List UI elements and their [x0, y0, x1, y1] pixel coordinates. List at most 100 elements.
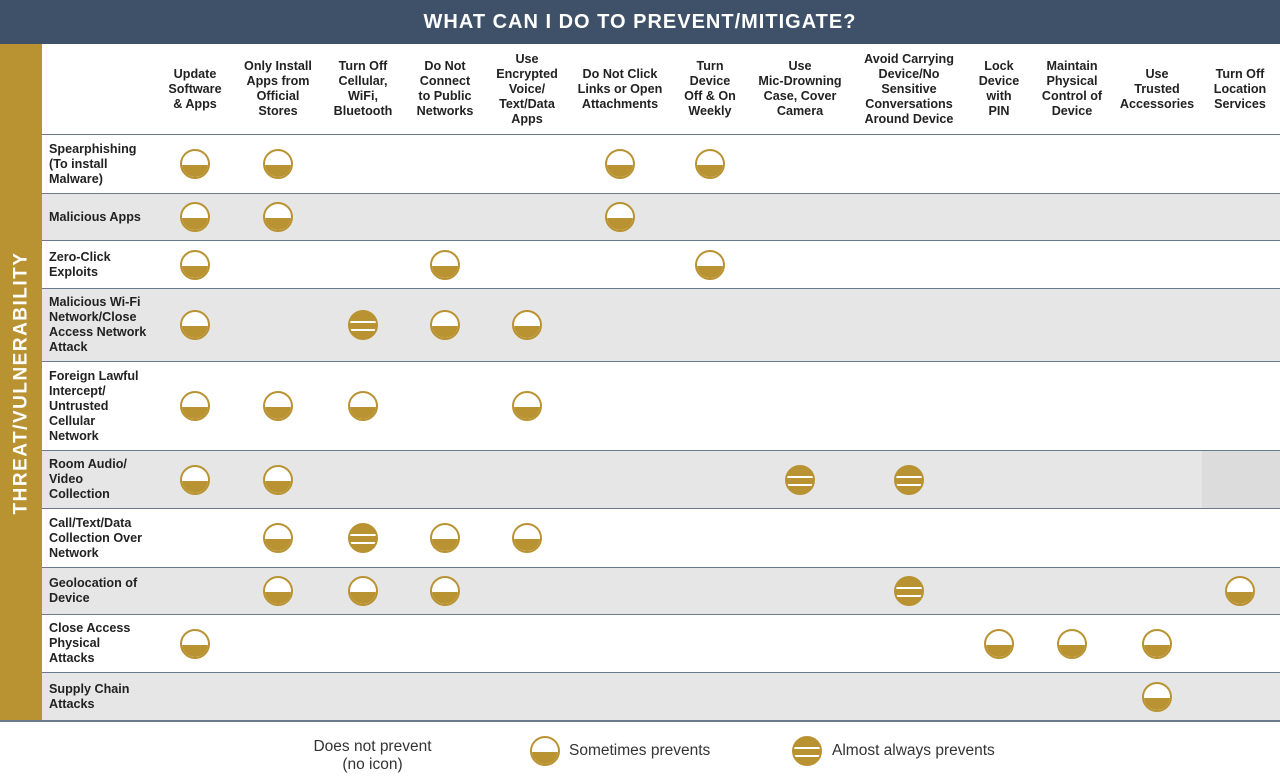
page-title: WHAT CAN I DO TO PREVENT/MITIGATE? [423, 10, 857, 33]
half-circle-icon [512, 391, 542, 421]
half-circle-icon [430, 310, 460, 340]
matrix-cell [258, 509, 298, 567]
column-header: Use Trusted Accessories [1119, 66, 1195, 111]
column-header: Maintain Physical Control of Device [1041, 59, 1103, 118]
column-header: Turn Off Location Services [1213, 66, 1267, 111]
table-row: Close Access Physical Attacks [42, 614, 1280, 672]
row-label: Call/Text/Data Collection Over Network [49, 515, 143, 560]
column-header: Turn Off Cellular, WiFi, Bluetooth [333, 59, 393, 118]
matrix-cell [175, 289, 215, 361]
matrix-cell [175, 194, 215, 240]
matrix-cell [780, 451, 820, 508]
half-circle-icon [180, 202, 210, 232]
row-label: Spearphishing (To install Malware) [49, 141, 137, 186]
table-row: Spearphishing (To install Malware) [42, 134, 1280, 193]
column-header: Avoid Carrying Device/No Sensitive Conve… [864, 51, 954, 126]
shaded-corner [1202, 451, 1280, 508]
matrix-cell [175, 451, 215, 508]
row-label: Malicious Apps [49, 209, 141, 224]
half-circle-icon [1057, 628, 1087, 659]
matrix-cell [1137, 673, 1177, 720]
matrix-cell [690, 135, 730, 193]
matrix-cell [343, 509, 383, 567]
half-circle-icon [263, 576, 293, 606]
half-circle-icon [984, 628, 1014, 659]
table-row: Foreign Lawful Intercept/ Untrusted Cell… [42, 361, 1280, 450]
striped-circle-icon [785, 464, 815, 495]
row-label: Malicious Wi-Fi Network/Close Access Net… [49, 295, 147, 354]
table-row: Room Audio/ Video Collection [42, 450, 1280, 508]
matrix-cell [175, 362, 215, 450]
matrix-cell [889, 451, 929, 508]
half-circle-icon [695, 249, 725, 280]
half-circle-icon [430, 249, 460, 280]
table-row: Malicious Wi-Fi Network/Close Access Net… [42, 288, 1280, 361]
table-row: Geolocation of Device [42, 567, 1280, 614]
column-header: Use Mic-Drowning Case, Cover Camera [758, 59, 842, 118]
side-label-bar: THREAT/VULNERABILITY [0, 44, 42, 721]
half-circle-icon [180, 310, 210, 340]
column-header: Use Encrypted Voice/ Text/Data Apps [496, 51, 558, 126]
half-circle-icon [263, 202, 293, 232]
matrix-cell [175, 135, 215, 193]
matrix-cell [343, 289, 383, 361]
chart-title-bar: WHAT CAN I DO TO PREVENT/MITIGATE? [0, 0, 1280, 44]
matrix-cell [425, 568, 465, 614]
matrix-cell [425, 509, 465, 567]
matrix-cell [258, 135, 298, 193]
half-circle-icon [605, 149, 635, 179]
matrix-cell [175, 615, 215, 672]
half-circle-icon [180, 628, 210, 659]
table-row: Supply Chain Attacks [42, 672, 1280, 720]
column-header: Do Not Click Links or Open Attachments [577, 66, 663, 111]
row-label: Room Audio/ Video Collection [49, 457, 127, 501]
half-circle-icon [263, 523, 293, 553]
half-circle-icon [695, 149, 725, 179]
half-circle-icon [348, 576, 378, 606]
half-circle-icon [180, 149, 210, 179]
striped-circle-icon [894, 464, 924, 495]
half-circle-icon [512, 310, 542, 340]
legend: Does not prevent (no icon) Sometimes pre… [0, 728, 1280, 778]
matrix-cell [258, 568, 298, 614]
half-circle-icon [1142, 628, 1172, 659]
matrix-cell [507, 289, 547, 361]
half-circle-icon [605, 202, 635, 232]
matrix-cell [600, 194, 640, 240]
half-circle-icon [180, 464, 210, 495]
legend-almost: Almost always prevents [792, 736, 995, 766]
matrix-cell [507, 362, 547, 450]
side-label: THREAT/VULNERABILITY [10, 251, 32, 514]
row-label: Close Access Physical Attacks [49, 621, 131, 665]
matrix-cell [1137, 615, 1177, 672]
half-circle-icon [512, 523, 542, 553]
half-circle-icon [263, 391, 293, 421]
matrix-cell [343, 362, 383, 450]
column-header: Lock Device with PIN [978, 59, 1020, 118]
striped-circle-icon [348, 310, 378, 340]
matrix-cell [258, 362, 298, 450]
matrix-cell [258, 194, 298, 240]
legend-sometimes: Sometimes prevents [530, 736, 710, 766]
column-header: Do Not Connect to Public Networks [416, 59, 474, 118]
matrix-cell [425, 289, 465, 361]
half-circle-icon [530, 736, 560, 766]
bottom-rule [0, 720, 1280, 722]
half-circle-icon [1225, 576, 1255, 606]
half-circle-icon [348, 391, 378, 421]
matrix-cell [600, 135, 640, 193]
matrix-cell [507, 509, 547, 567]
matrix-cell [889, 568, 929, 614]
half-circle-icon [430, 576, 460, 606]
legend-almost-label: Almost always prevents [832, 742, 995, 759]
row-label: Geolocation of Device [49, 576, 138, 605]
legend-sometimes-label: Sometimes prevents [569, 742, 711, 759]
striped-circle-icon [792, 736, 822, 766]
row-label: Foreign Lawful Intercept/ Untrusted Cell… [49, 368, 139, 443]
matrix-cell [1220, 568, 1260, 614]
legend-none-label: Does not prevent (no icon) [313, 738, 432, 773]
matrix-cell [690, 241, 730, 288]
matrix-cell [1052, 615, 1092, 672]
column-header: Only Install Apps from Official Stores [244, 59, 312, 118]
matrix-cell [979, 615, 1019, 672]
